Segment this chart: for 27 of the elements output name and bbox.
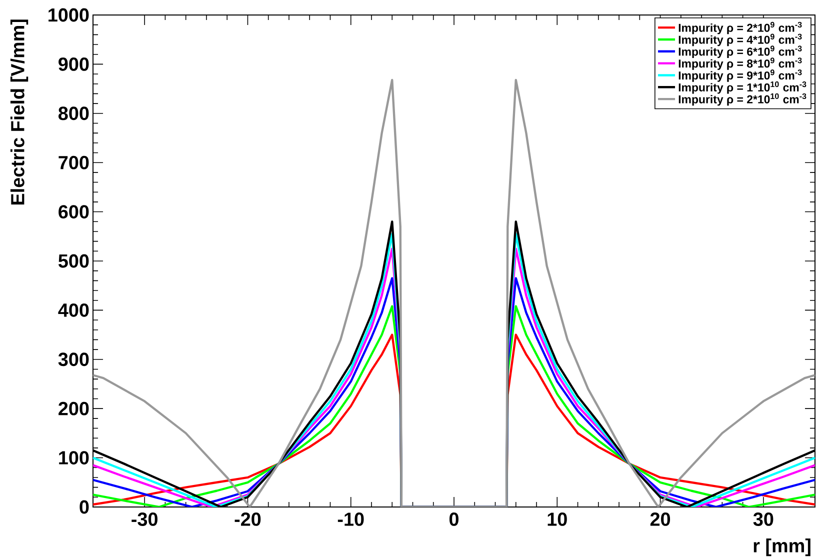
y-tick-label: 600 <box>58 204 89 218</box>
y-axis-title: Electric Field [V/mm] <box>10 19 28 204</box>
legend-label: Impurity ρ = 9*10$^{9}$ cm$^{-3}$ <box>678 69 802 82</box>
y-tick-label: 800 <box>58 106 89 120</box>
legend-label: Impurity ρ = 1*10$^{10}$ cm$^{-3}$ <box>678 81 806 94</box>
y-tick-label: 0 <box>80 500 89 514</box>
x-tick-label: 0 <box>449 512 458 526</box>
y-tick-label: 900 <box>58 57 89 71</box>
x-tick-label: 20 <box>650 512 670 526</box>
legend-label: Impurity ρ = 2*10$^{9}$ cm$^{-3}$ <box>678 22 802 34</box>
legend-label: Impurity ρ = 6*10$^{9}$ cm$^{-3}$ <box>678 45 802 58</box>
x-tick-label: 10 <box>548 512 567 526</box>
y-tick-label: 200 <box>58 402 89 416</box>
y-tick-label: 400 <box>58 303 89 317</box>
y-tick-label: 100 <box>59 450 89 464</box>
x-axis-title: r [mm] <box>754 538 810 556</box>
legend-label: Impurity ρ = 8*10$^{9}$ cm$^{-3}$ <box>678 57 802 70</box>
legend-label: Impurity ρ = 2*10$^{10}$ cm$^{-3}$ <box>678 93 806 106</box>
x-tick-label: -30 <box>132 512 158 526</box>
x-tick-label: -20 <box>234 512 261 526</box>
y-tick-label: 500 <box>58 254 89 268</box>
y-tick-label: 700 <box>58 156 89 170</box>
x-tick-label: 30 <box>753 512 774 526</box>
legend-label: Impurity ρ = 4*10$^{9}$ cm$^{-3}$ <box>678 34 802 46</box>
y-tick-label: 300 <box>58 352 89 366</box>
y-tick-label: 1000 <box>48 8 89 22</box>
x-tick-label: -10 <box>338 512 364 526</box>
